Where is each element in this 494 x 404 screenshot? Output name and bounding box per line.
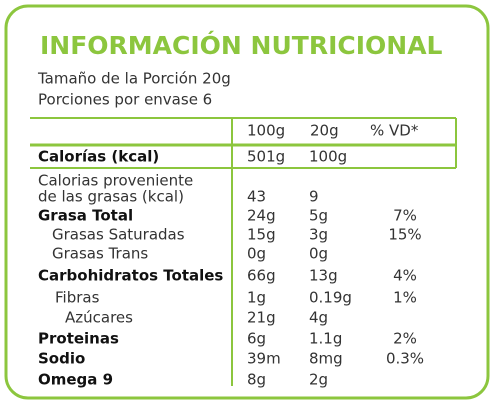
servings: Porciones por envase 6 <box>38 91 212 109</box>
serving-size: Tamaño de la Porción 20g <box>37 70 231 88</box>
row-label: Omega 9 <box>38 371 113 389</box>
frame <box>4 4 490 400</box>
row-value: 2% <box>393 330 417 348</box>
row-value: 0g <box>247 245 266 263</box>
row-value: 15g <box>247 226 276 244</box>
column-header: 20g <box>310 122 339 140</box>
column-header: % VD* <box>370 122 419 140</box>
row-value: 1% <box>393 289 417 307</box>
row-value: 9 <box>309 188 319 206</box>
row-label: Grasa Total <box>38 207 133 225</box>
row-value: 2g <box>309 371 328 389</box>
row-value: 21g <box>247 309 276 327</box>
row-value: 1.1g <box>309 330 342 348</box>
column-header: 100g <box>247 122 285 140</box>
row-value: 4% <box>393 267 417 285</box>
row-value: 3g <box>309 226 328 244</box>
row-label: Azúcares <box>65 309 133 327</box>
row-value: 43 <box>247 188 266 206</box>
row-label: Carbohidratos Totales <box>38 267 223 285</box>
title: INFORMACIÓN NUTRICIONAL <box>40 30 443 60</box>
row-label: Proteinas <box>38 330 119 348</box>
row-value: 4g <box>309 309 328 327</box>
row-value: 7% <box>393 207 417 225</box>
row-value: 6g <box>247 330 266 348</box>
row-value: 1g <box>247 289 266 307</box>
row-value: 8mg <box>309 350 343 368</box>
row-value: 39m <box>247 350 281 368</box>
row-value: 15% <box>388 226 421 244</box>
row-value: 13g <box>309 267 338 285</box>
row-value: 66g <box>247 267 276 285</box>
row-value: 0.3% <box>386 350 424 368</box>
row-value: 8g <box>247 371 266 389</box>
row-label: de las grasas (kcal) <box>38 188 184 206</box>
row-value: 5g <box>309 207 328 225</box>
row-value: 100g <box>309 148 347 166</box>
row-label: Sodio <box>38 350 85 368</box>
row-value: 0.19g <box>309 289 352 307</box>
row-value: 24g <box>247 207 276 225</box>
row-value: 0g <box>309 245 328 263</box>
row-label: Grasas Saturadas <box>52 226 185 244</box>
row-label: Calorías (kcal) <box>38 148 159 166</box>
row-label: Fibras <box>55 289 100 307</box>
rows: Calorías (kcal) 501g 100g Calorias provenie… <box>38 148 424 389</box>
row-label: Grasas Trans <box>52 245 148 263</box>
row-value: 501g <box>247 148 285 166</box>
row-label: Calorias proveniente <box>38 172 193 190</box>
